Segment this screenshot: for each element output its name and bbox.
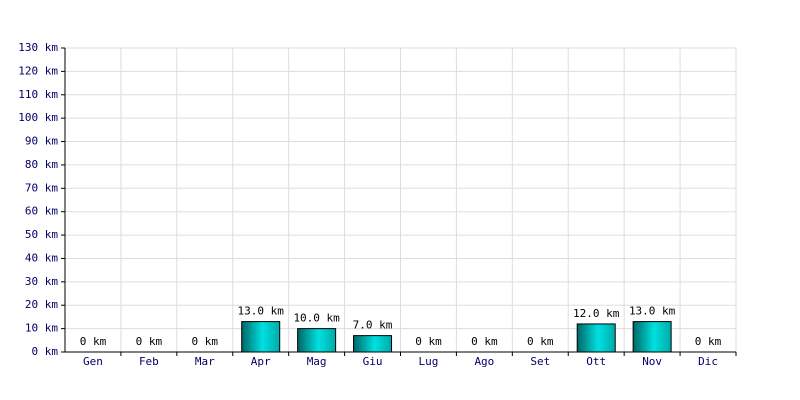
x-tick-label: Ago: [474, 355, 494, 368]
value-label: 7.0 km: [353, 319, 393, 332]
value-label: 0 km: [80, 335, 107, 348]
x-tick-label: Feb: [139, 355, 159, 368]
bar: [353, 335, 393, 353]
y-tick-label: 50 km: [25, 228, 58, 241]
value-label: 10.0 km: [293, 312, 340, 325]
y-tick-label: 10 km: [25, 322, 58, 335]
value-label: 0 km: [136, 335, 163, 348]
x-tick-label: Mag: [307, 355, 327, 368]
x-tick-label: Gen: [83, 355, 103, 368]
y-tick-label: 90 km: [25, 135, 58, 148]
y-tick-label: 30 km: [25, 275, 58, 288]
bar: [241, 321, 281, 353]
bar: [576, 323, 616, 353]
value-label: 0 km: [695, 335, 722, 348]
y-tick-label: 120 km: [18, 64, 58, 77]
y-tick-label: 110 km: [18, 88, 58, 101]
value-label: 13.0 km: [238, 305, 285, 318]
x-tick-label: Giu: [363, 355, 383, 368]
bar: [632, 321, 672, 353]
bar: [297, 328, 337, 353]
y-tick-label: 70 km: [25, 181, 58, 194]
value-label: 12.0 km: [573, 307, 620, 320]
x-tick-label: Mar: [195, 355, 215, 368]
value-label: 0 km: [471, 335, 498, 348]
y-tick-label: 20 km: [25, 298, 58, 311]
x-tick-label: Lug: [419, 355, 439, 368]
y-tick-label: 130 km: [18, 41, 58, 54]
y-tick-label: 100 km: [18, 111, 58, 124]
y-tick-label: 60 km: [25, 205, 58, 218]
y-tick-label: 0 km: [32, 345, 59, 358]
x-tick-label: Nov: [642, 355, 662, 368]
x-tick-label: Ott: [586, 355, 606, 368]
value-label: 0 km: [192, 335, 219, 348]
x-tick-label: Set: [530, 355, 550, 368]
x-tick-label: Dic: [698, 355, 718, 368]
value-label: 0 km: [415, 335, 442, 348]
value-label: 13.0 km: [629, 305, 676, 318]
value-label: 0 km: [527, 335, 554, 348]
y-tick-label: 80 km: [25, 158, 58, 171]
y-tick-label: 40 km: [25, 251, 58, 264]
x-tick-label: Apr: [251, 355, 271, 368]
